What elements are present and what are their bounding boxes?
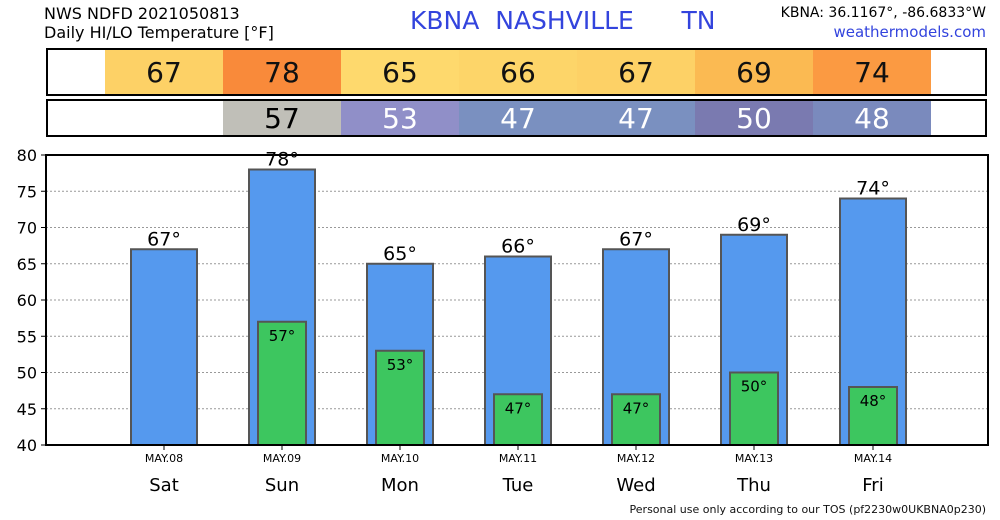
x-day-label: Fri	[862, 475, 883, 496]
lo-value-label: 57°	[269, 327, 296, 345]
lo-strip-cell: 48	[813, 101, 931, 135]
lo-bar	[848, 386, 898, 446]
hi-value-label: 69°	[737, 214, 771, 236]
product-variable-label: Daily HI/LO Temperature [°F]	[44, 23, 274, 42]
lo-strip-cell: 50	[695, 101, 813, 135]
station-info: KBNA: 36.1167°, -86.6833°W weathermodels…	[781, 4, 986, 42]
x-date-label: MAY.10	[381, 452, 419, 465]
hi-strip-cell: 66	[459, 50, 577, 94]
x-date-label: MAY.13	[735, 452, 773, 465]
lo-strip-cell: 53	[341, 101, 459, 135]
hi-value-label: 74°	[856, 178, 890, 200]
x-date-label: MAY.09	[263, 452, 301, 465]
x-day-label: Thu	[736, 475, 771, 496]
station-coords: KBNA: 36.1167°, -86.6833°W	[780, 5, 986, 21]
x-date-label: MAY.08	[145, 452, 183, 465]
hi-temperature-strip: 67 78 65 66 67 69 74	[46, 48, 987, 96]
hi-strip-cell: 69	[695, 50, 813, 94]
lo-value-label: 47°	[623, 399, 650, 417]
hi-strip-cell: 74	[813, 50, 931, 94]
product-header: NWS NDFD 2021050813 Daily HI/LO Temperat…	[44, 4, 274, 42]
x-day-label: Sun	[265, 475, 299, 496]
lo-value-label: 50°	[741, 378, 768, 396]
hi-value-label: 67°	[619, 228, 653, 250]
lo-value-label: 53°	[387, 356, 414, 374]
y-tick-label: 45	[17, 400, 37, 419]
hi-bar	[130, 248, 198, 446]
x-day-label: Mon	[381, 475, 419, 496]
y-tick-label: 80	[17, 146, 37, 165]
y-tick-label: 65	[17, 255, 37, 274]
lo-temperature-strip: 57 53 47 47 50 48	[46, 99, 987, 137]
product-run-label: NWS NDFD 2021050813	[44, 4, 240, 23]
hi-value-label: 65°	[383, 243, 417, 265]
hi-strip-cell: 67	[105, 50, 223, 94]
footer-disclaimer: Personal use only according to our TOS (…	[629, 503, 986, 516]
lo-strip-cell: 57	[223, 101, 341, 135]
lo-bar	[375, 349, 425, 446]
plot-frame	[45, 154, 989, 446]
y-tick-label: 55	[17, 327, 37, 346]
x-date-label: MAY.14	[854, 452, 892, 465]
y-tick-label: 70	[17, 219, 37, 238]
x-date-label: MAY.11	[499, 452, 537, 465]
lo-strip-cell: 47	[459, 101, 577, 135]
hi-value-label: 78°	[265, 149, 299, 171]
x-date-label: MAY.12	[617, 452, 655, 465]
x-day-label: Wed	[616, 475, 655, 496]
hi-strip-cell: 65	[341, 50, 459, 94]
y-tick-label: 50	[17, 364, 37, 383]
x-day-label: Sat	[149, 475, 179, 496]
x-day-label: Tue	[502, 475, 534, 496]
lo-strip-cell: 47	[577, 101, 695, 135]
y-tick-label: 75	[17, 182, 37, 201]
y-tick-label: 60	[17, 291, 37, 310]
hi-strip-cell: 67	[577, 50, 695, 94]
y-tick-label: 40	[17, 436, 37, 455]
lo-strip-cell	[105, 101, 223, 135]
lo-bar	[729, 371, 779, 446]
station-title: KBNA NASHVILLE TN	[410, 6, 716, 35]
lo-value-label: 47°	[505, 399, 532, 417]
hi-value-label: 66°	[501, 236, 535, 258]
hi-strip-cell: 78	[223, 50, 341, 94]
site-link[interactable]: weathermodels.com	[833, 23, 986, 41]
lo-value-label: 48°	[860, 392, 887, 410]
hi-value-label: 67°	[147, 228, 181, 250]
